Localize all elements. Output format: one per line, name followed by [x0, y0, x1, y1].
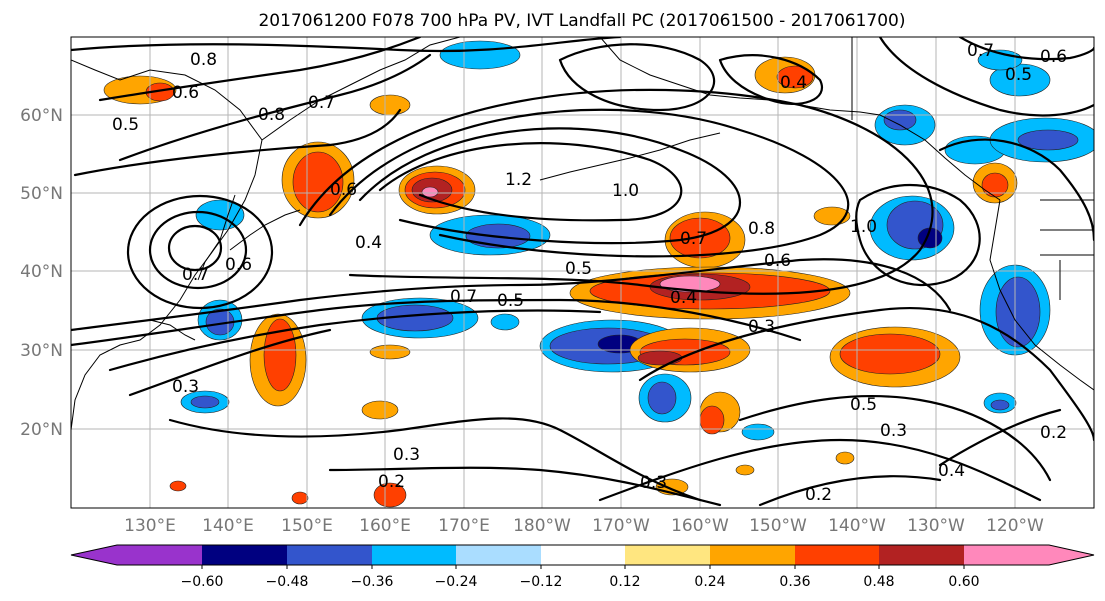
- contour-label: 0.2: [1040, 423, 1067, 443]
- lon-label: 130°E: [124, 516, 176, 536]
- map-panel: 0.8 0.6 0.5 0.8 0.7 0.6 1.2 1.0 0.4 0.7 …: [70, 36, 1095, 509]
- contour-label: 0.3: [748, 317, 775, 337]
- contour-label: 0.5: [565, 259, 592, 279]
- contour-label: 0.2: [378, 472, 405, 492]
- contour-label: 0.8: [190, 50, 217, 70]
- lon-label: 180°W: [513, 516, 571, 536]
- colorbar-tick-label: −0.12: [520, 574, 563, 590]
- lat-label: 50°N: [20, 184, 63, 204]
- colorbar-swatch: [964, 545, 1049, 565]
- colorbar-extend-min: [71, 545, 117, 565]
- lon-label: 160°W: [671, 516, 729, 536]
- contour-label: 0.4: [355, 233, 382, 253]
- contour-label: 0.8: [748, 219, 775, 239]
- plot-title: 2017061200 F078 700 hPa PV, IVT Landfall…: [258, 11, 905, 31]
- contour-label: 0.7: [680, 229, 707, 249]
- contour-label: 0.6: [330, 180, 357, 200]
- contour-label: 0.7: [967, 41, 994, 61]
- colorbar-tick-label: 0.24: [694, 574, 725, 590]
- lon-label: 140°E: [202, 516, 254, 536]
- colorbar-swatch: [541, 545, 625, 565]
- colorbar-swatch: [879, 545, 964, 565]
- lat-label: 40°N: [20, 262, 63, 282]
- contour-label: 0.2: [805, 485, 832, 505]
- lat-label: 60°N: [20, 106, 63, 126]
- colorbar-swatch: [456, 545, 541, 565]
- contour-label: 1.0: [850, 217, 877, 237]
- colorbar-tick-label: −0.60: [181, 574, 224, 590]
- contour-label: 0.8: [258, 105, 285, 125]
- contour-label: 0.7: [450, 287, 477, 307]
- colorbar-swatch: [625, 545, 710, 565]
- lon-labels: 130°E 140°E 150°E 160°E 170°E 180°W 170°…: [124, 516, 1044, 536]
- colorbar-outline: [70, 544, 1095, 566]
- lon-label: 170°W: [592, 516, 650, 536]
- contour-label: 0.7: [182, 265, 209, 285]
- lon-label: 150°E: [281, 516, 333, 536]
- contour-label: 0.4: [938, 461, 965, 481]
- colorbar-tick-label: 0.48: [863, 574, 894, 590]
- contour-label: 0.4: [670, 288, 697, 308]
- lon-label: 140°W: [828, 516, 886, 536]
- coastlines: [71, 37, 1094, 431]
- contour-label: 0.3: [880, 421, 907, 441]
- colorbar-tick-label: −0.36: [351, 574, 394, 590]
- contours: [71, 37, 1094, 507]
- map-frame: [70, 36, 1095, 509]
- contour-label: 0.4: [780, 73, 807, 93]
- contour-label: 0.5: [497, 291, 524, 311]
- colorbar-tick-label: −0.48: [266, 574, 309, 590]
- colorbar-swatch: [372, 545, 456, 565]
- lon-label: 130°W: [907, 516, 965, 536]
- contour-label: 1.2: [505, 170, 532, 190]
- contour-label: 0.6: [172, 83, 199, 103]
- lon-label: 160°E: [359, 516, 411, 536]
- contour-label: 1.0: [612, 181, 639, 201]
- lat-labels: 60°N 50°N 40°N 30°N 20°N: [20, 106, 63, 440]
- colorbar-swatch: [287, 545, 372, 565]
- colorbar-tick-label: −0.24: [435, 574, 478, 590]
- colorbar-ticks: [201, 565, 965, 569]
- contour-label: 0.3: [393, 445, 420, 465]
- contour-label: 0.6: [225, 255, 252, 275]
- contour-label: 0.6: [1040, 47, 1067, 67]
- contour-label: 0.5: [1005, 65, 1032, 85]
- colorbar-tick-label: 0.36: [779, 574, 810, 590]
- lon-label: 150°W: [749, 516, 807, 536]
- contour-label: 0.3: [172, 377, 199, 397]
- lon-label: 170°E: [438, 516, 490, 536]
- colorbar-swatch: [117, 545, 202, 565]
- lat-label: 20°N: [20, 420, 63, 440]
- colorbar-swatch: [795, 545, 879, 565]
- contour-label: 0.3: [640, 473, 667, 493]
- colorbar-tick-label: 0.60: [948, 574, 979, 590]
- lon-label: 120°W: [986, 516, 1044, 536]
- colorbar-swatch: [710, 545, 795, 565]
- colorbar: −0.60 −0.48 −0.36 −0.24 −0.12 0.12 0.24 …: [70, 544, 1095, 590]
- contour-label: 0.7: [308, 93, 335, 113]
- contour-label: 0.6: [764, 251, 791, 271]
- colorbar-tick-label: 0.12: [609, 574, 640, 590]
- contour-label: 0.5: [112, 115, 139, 135]
- contour-labels: 0.8 0.6 0.5 0.8 0.7 0.6 1.2 1.0 0.4 0.7 …: [112, 41, 1067, 505]
- graticule: [71, 37, 1094, 508]
- colorbar-extend-max: [1049, 545, 1094, 565]
- contour-label: 0.5: [850, 395, 877, 415]
- colorbar-swatch: [202, 545, 287, 565]
- lat-label: 30°N: [20, 341, 63, 361]
